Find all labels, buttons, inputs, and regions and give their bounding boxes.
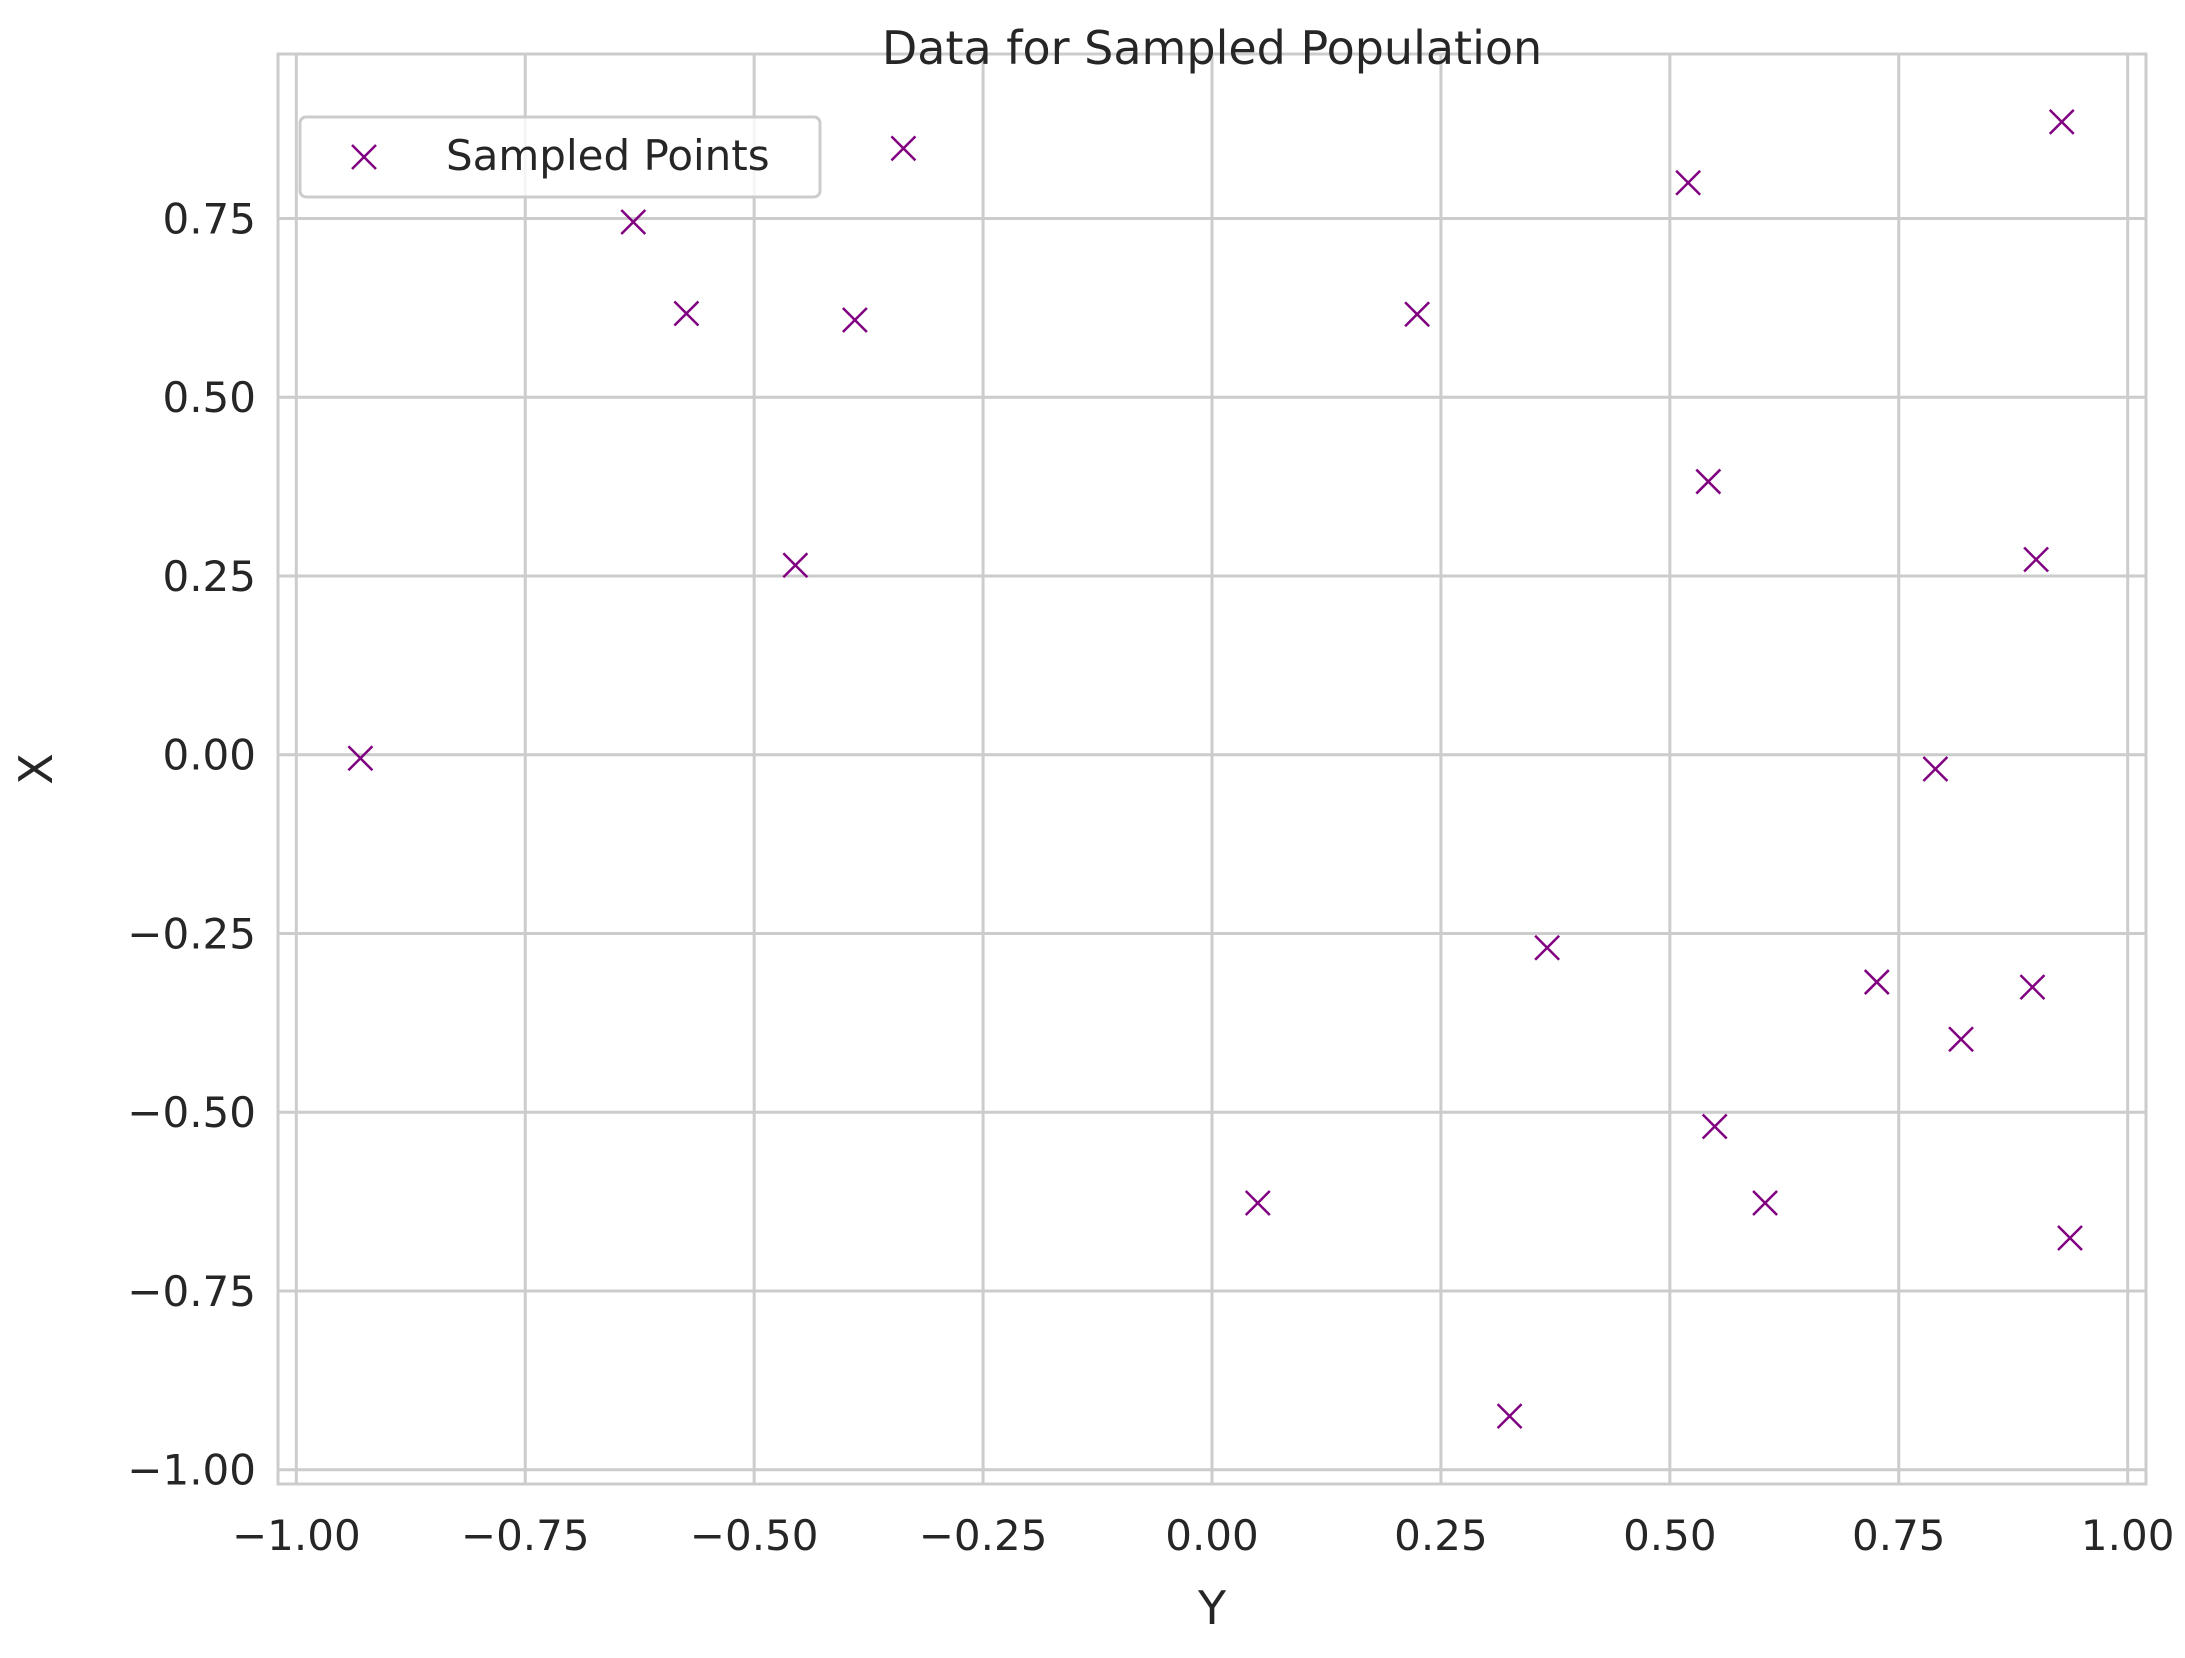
x-tick-label: −0.25 [919, 1511, 1048, 1560]
data-point-x-marker [1675, 169, 1702, 196]
data-point-x-marker [1863, 969, 1890, 995]
x-tick-label: −0.75 [461, 1511, 590, 1560]
x-tick-label: 0.50 [1623, 1511, 1717, 1560]
x-axis-ticks: −1.00 −0.75 −0.50 −0.25 0.00 0.25 0.50 0.75 1.00 [232, 1511, 2174, 1560]
y-tick-label: −1.00 [127, 1446, 256, 1495]
grid [278, 54, 2146, 1484]
y-tick-label: −0.50 [127, 1088, 256, 1137]
x-tick-label: 1.00 [2081, 1511, 2175, 1560]
y-tick-label: 0.00 [162, 731, 256, 780]
data-point-x-marker [841, 307, 868, 333]
data-points [347, 109, 2083, 1429]
data-point-x-marker [2019, 974, 2046, 1000]
data-point-x-marker [1701, 1113, 1728, 1140]
x-tick-label: −0.50 [690, 1511, 819, 1560]
data-point-x-marker [2048, 109, 2075, 135]
y-axis-label: X [9, 753, 63, 785]
y-tick-label: 0.25 [162, 552, 256, 601]
x-tick-label: 0.25 [1394, 1511, 1488, 1560]
data-point-x-marker [1534, 934, 1561, 961]
y-tick-label: 0.75 [162, 194, 256, 243]
x-axis-label: Y [1197, 1581, 1227, 1635]
x-tick-label: 0.75 [1852, 1511, 1946, 1560]
data-point-x-marker [1948, 1026, 1974, 1053]
legend-label: Sampled Points [446, 131, 770, 180]
data-point-x-marker [673, 300, 700, 327]
data-point-x-marker [1404, 301, 1430, 328]
data-point-x-marker [890, 135, 917, 162]
data-point-x-marker [1922, 756, 1949, 782]
data-point-x-marker [2057, 1225, 2083, 1251]
data-point-x-marker [620, 209, 647, 235]
data-point-x-marker [1244, 1190, 1271, 1216]
x-tick-label: −1.00 [232, 1511, 361, 1560]
y-tick-label: −0.75 [127, 1267, 256, 1316]
y-tick-label: 0.50 [162, 373, 256, 422]
data-point-x-marker [1695, 468, 1722, 495]
data-point-x-marker [2023, 546, 2050, 573]
legend-box [298, 115, 822, 199]
y-axis-ticks: −1.00 −0.75 −0.50 −0.25 0.00 0.25 0.50 0.75 [127, 194, 256, 1494]
data-point-x-marker [782, 552, 809, 579]
data-point-x-marker [1752, 1190, 1778, 1216]
chart-title: Data for Sampled Population [882, 21, 1542, 75]
data-point-x-marker [1496, 1403, 1523, 1429]
data-point-x-marker [347, 745, 374, 772]
legend-marker-x-icon [351, 144, 377, 170]
plot-area-frame [276, 52, 2148, 1486]
legend: Sampled Points [298, 115, 822, 199]
y-tick-label: −0.25 [127, 909, 256, 958]
x-tick-label: 0.00 [1165, 1511, 1259, 1560]
